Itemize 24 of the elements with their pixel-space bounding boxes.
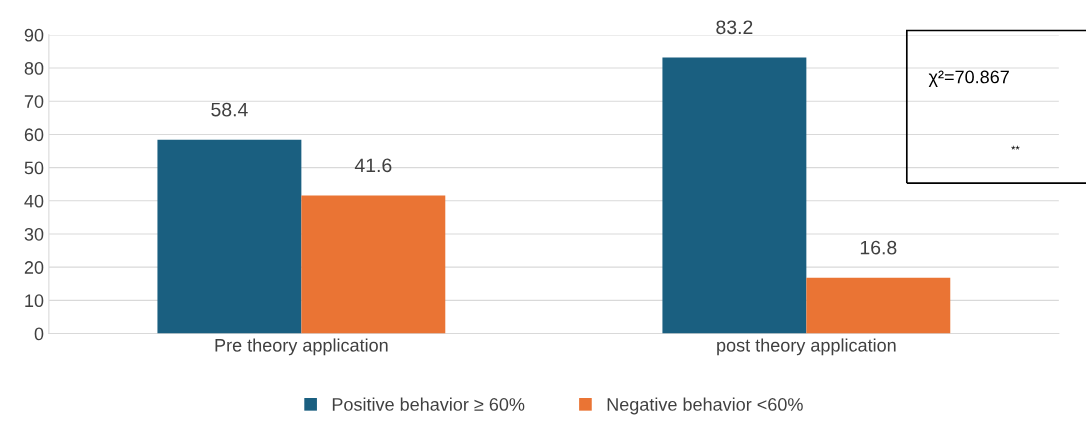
bar xyxy=(806,277,951,334)
x-tick-label: Pre theory application xyxy=(215,338,388,356)
y-tick-label: 40 xyxy=(24,194,44,208)
y-tick-label: 50 xyxy=(24,161,44,175)
data-label: 58.4 xyxy=(211,102,248,117)
y-tick-label: 80 xyxy=(24,62,44,75)
y-tick-label: 70 xyxy=(24,95,44,108)
x-tick-label: post theory application xyxy=(717,338,896,356)
y-tick-label: 20 xyxy=(24,261,44,274)
bar xyxy=(157,139,302,334)
y-tick-label: 30 xyxy=(24,227,44,241)
y-tick-label: 60 xyxy=(24,128,44,142)
annotation: χ²=70.867 xyxy=(928,70,1009,87)
bar xyxy=(301,195,446,334)
y-tick-label: 90 xyxy=(24,28,44,42)
y-tick-label: 10 xyxy=(25,294,44,308)
bar xyxy=(662,57,807,334)
data-label: 41.6 xyxy=(354,158,392,173)
annotation: ** xyxy=(1011,145,1020,150)
data-label: 16.8 xyxy=(860,240,897,255)
legend-label: Negative behavior <60% xyxy=(607,397,803,415)
data-label: 83.2 xyxy=(716,20,753,35)
legend-label: Positive behavior ≥ 60% xyxy=(332,397,525,411)
y-tick-label: 0 xyxy=(34,327,44,341)
